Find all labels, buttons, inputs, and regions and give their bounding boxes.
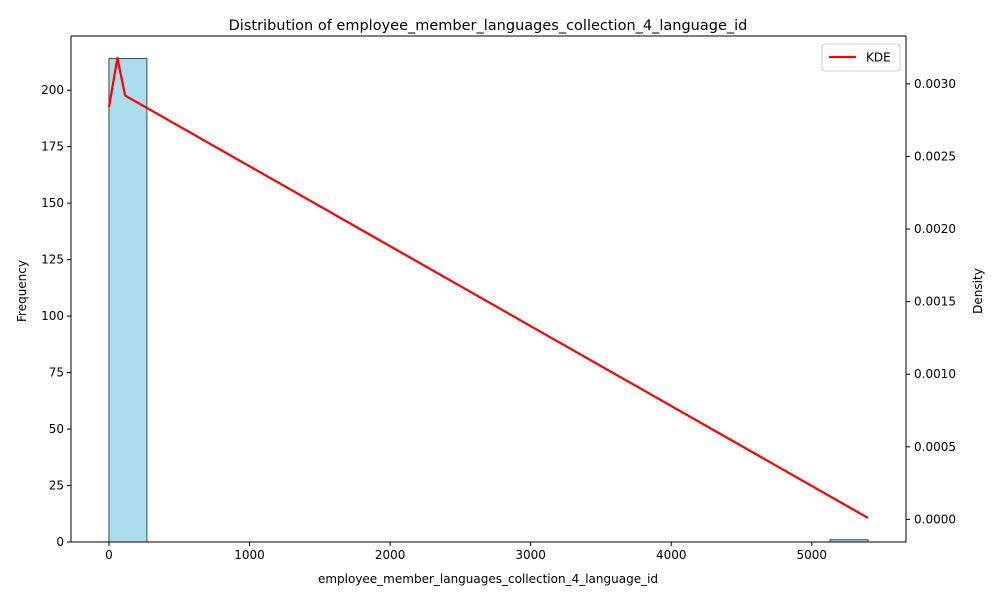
chart-title: Distribution of employee_member_language…: [229, 18, 748, 34]
x-tick-label: 0: [105, 548, 113, 562]
y-tick-label: 125: [41, 253, 64, 267]
y-tick-label: 175: [41, 140, 64, 154]
x-tick-label: 3000: [515, 548, 546, 562]
x-tick-label: 4000: [656, 548, 687, 562]
legend-box: [821, 43, 901, 72]
y-tick-label: 25: [49, 479, 64, 493]
kde-line: [107, 56, 869, 519]
y2-axis-label: Density: [971, 268, 985, 314]
y2-tick-label: 0.0010: [914, 367, 956, 381]
y-tick-label: 75: [49, 366, 64, 380]
y2-tick-label: 0.0025: [914, 149, 956, 163]
y2-tick-label: 0.0015: [914, 295, 956, 309]
y-tick-label: 200: [41, 83, 64, 97]
histogram-bars: [108, 58, 869, 543]
kde-series: [107, 56, 869, 519]
axes: [70, 35, 907, 543]
y2-tick-label: 0.0000: [914, 512, 956, 526]
histogram-bar-0: [108, 58, 148, 543]
y2-tick-label: 0.0030: [914, 77, 956, 91]
y-tick-label: 100: [41, 309, 64, 323]
x-tick-label: 1000: [234, 548, 265, 562]
x-ticks: 0 1000 2000 3000 4000 5000: [105, 542, 827, 562]
legend: KDE: [821, 43, 901, 72]
y2-tick-label: 0.0020: [914, 222, 956, 236]
y-tick-label: 50: [49, 422, 64, 436]
y2-ticks: 0.0000 0.0005 0.0010 0.0015 0.0020 0.0025 0.00…: [906, 77, 956, 526]
legend-label-kde: KDE: [866, 51, 891, 65]
y-ticks: 0 25 50 75 100 125 150 175 200: [41, 83, 71, 549]
x-tick-label: 2000: [375, 548, 406, 562]
y2-tick-label: 0.0005: [914, 440, 956, 454]
y-tick-label: 150: [41, 196, 64, 210]
x-tick-label: 5000: [797, 548, 828, 562]
y-tick-label: 0: [56, 535, 64, 549]
x-axis-label: employee_member_languages_collection_4_l…: [318, 572, 658, 586]
y-axis-label: Frequency: [15, 260, 29, 322]
